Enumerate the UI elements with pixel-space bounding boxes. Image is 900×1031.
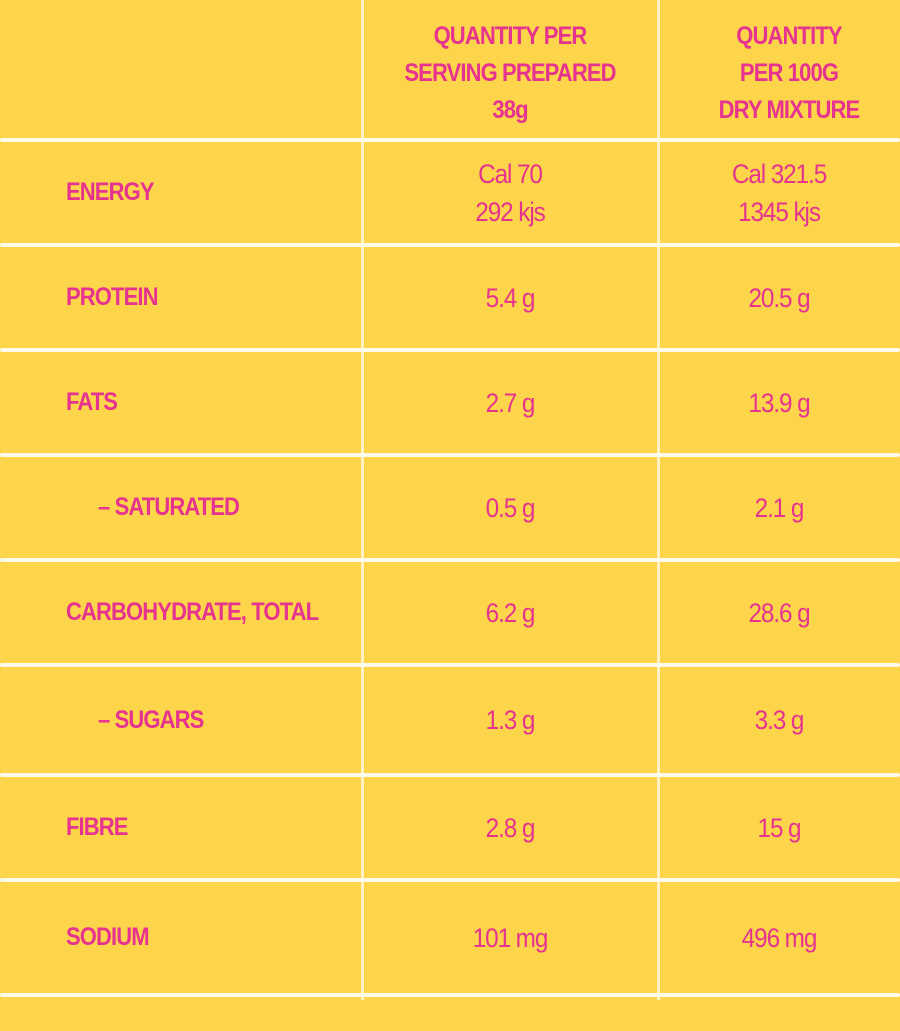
header-line: QUANTITY [736, 22, 842, 50]
nutrient-label: FATS [66, 388, 118, 416]
row-divider [0, 348, 900, 352]
row-divider [0, 773, 900, 777]
value-per-100g: 496 mg [670, 880, 888, 995]
value-line: 28.6 g [748, 597, 810, 628]
row-divider [0, 558, 900, 562]
value-per-100g: 3.3 g [670, 665, 888, 775]
header-line: SERVING PREPARED [404, 59, 616, 87]
value-line: 101 mg [472, 922, 549, 953]
header-line: DRY MIXTURE [718, 96, 861, 124]
value-per-100g: 20.5 g [670, 245, 888, 350]
value-line: 292 kjs [475, 196, 546, 227]
value-per-serving: Cal 70 292 kjs [377, 140, 643, 245]
nutrient-label: PROTEIN [66, 283, 159, 311]
value-per-100g: 28.6 g [670, 560, 888, 665]
value-per-serving: 0.5 g [377, 455, 643, 560]
value-per-serving: 6.2 g [377, 560, 643, 665]
value-line: 2.1 g [754, 492, 805, 523]
value-per-serving: 2.7 g [377, 350, 643, 455]
value-line: 1.3 g [485, 705, 536, 735]
nutrient-label: – SATURATED [98, 493, 240, 521]
row-divider [0, 878, 900, 882]
value-per-100g: Cal 321.5 1345 kjs [670, 140, 888, 245]
nutrient-label: SODIUM [66, 923, 150, 951]
nutrient-label: FIBRE [66, 813, 128, 841]
nutrient-label: CARBOHYDRATE, TOTAL [66, 598, 319, 626]
table-row: – SATURATED 0.5 g 2.1 g [0, 455, 900, 560]
value-line: 1345 kjs [738, 196, 821, 227]
nutrient-label: ENERGY [66, 178, 155, 206]
row-divider [0, 243, 900, 247]
table-row: FIBRE 2.8 g 15 g [0, 775, 900, 880]
value-line: 13.9 g [748, 387, 810, 418]
row-divider [0, 138, 900, 142]
value-per-serving: 101 mg [377, 880, 643, 995]
table-row: – SUGARS 1.3 g 3.3 g [0, 665, 900, 775]
table-row: CARBOHYDRATE, TOTAL 6.2 g 28.6 g [0, 560, 900, 665]
value-line: 2.7 g [485, 387, 536, 418]
column-divider [657, 0, 660, 1000]
header-line: 38g [492, 96, 528, 124]
nutrient-label: – SUGARS [98, 705, 204, 734]
row-divider [0, 453, 900, 457]
value-line: Cal 70 [478, 158, 543, 189]
table-row: FATS 2.7 g 13.9 g [0, 350, 900, 455]
header-line: PER 100G [739, 59, 839, 87]
table-row: SODIUM 101 mg 496 mg [0, 880, 900, 995]
value-line: 6.2 g [485, 597, 536, 628]
value-per-serving: 2.8 g [377, 775, 643, 880]
row-divider [0, 663, 900, 667]
header-serving: QUANTITY PER SERVING PREPARED 38g [380, 18, 640, 129]
table-row: PROTEIN 5.4 g 20.5 g [0, 245, 900, 350]
value-line: 5.4 g [485, 282, 536, 313]
header-line: QUANTITY PER [433, 22, 588, 50]
value-line: 2.8 g [485, 812, 536, 843]
value-line: 15 g [757, 812, 802, 843]
header-100g: QUANTITY PER 100G DRY MIXTURE [674, 18, 900, 129]
value-per-serving: 5.4 g [377, 245, 643, 350]
table-row: ENERGY Cal 70 292 kjs Cal 321.5 1345 kjs [0, 140, 900, 245]
value-line: Cal 321.5 [731, 158, 827, 189]
value-per-serving: 1.3 g [377, 665, 643, 775]
column-divider [361, 0, 364, 1000]
value-line: 496 mg [741, 922, 818, 953]
value-line: 3.3 g [754, 705, 805, 735]
value-line: 20.5 g [748, 282, 810, 313]
value-per-100g: 2.1 g [670, 455, 888, 560]
row-divider [0, 993, 900, 997]
value-line: 0.5 g [485, 492, 536, 523]
value-per-100g: 13.9 g [670, 350, 888, 455]
value-per-100g: 15 g [670, 775, 888, 880]
